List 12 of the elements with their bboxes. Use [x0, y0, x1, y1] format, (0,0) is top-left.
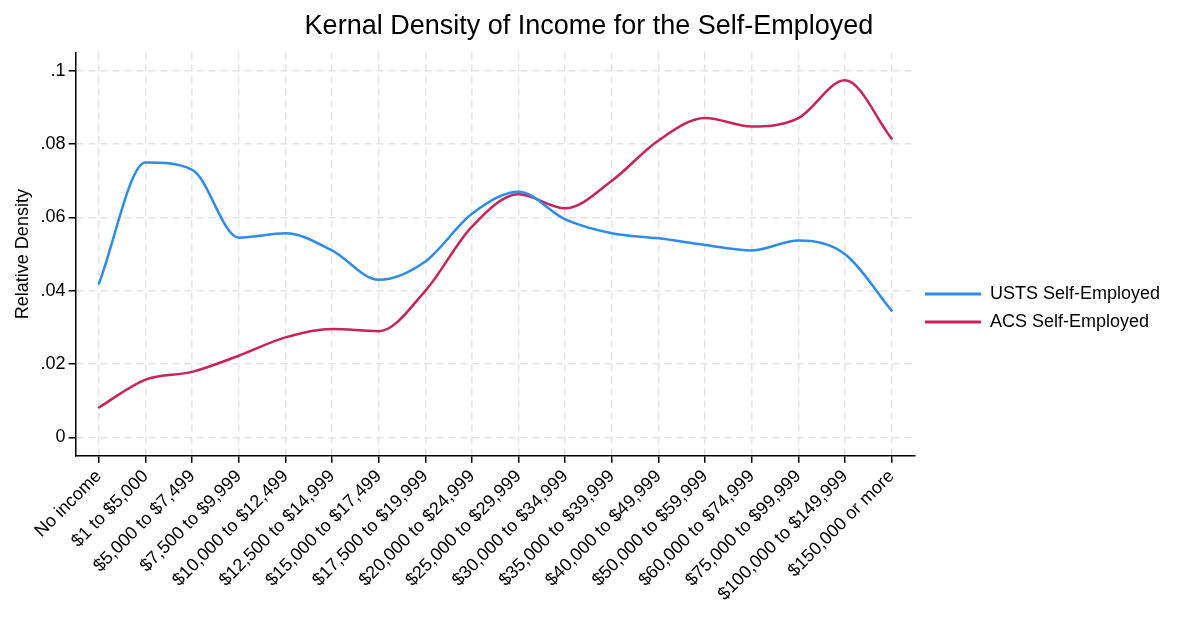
line-series — [97, 161, 893, 312]
legend-label: ACS Self-Employed — [989, 310, 1150, 331]
y-tick-label: 0 — [55, 426, 66, 447]
y-tick-label: .04 — [40, 279, 66, 300]
legend-label: USTS Self-Employed — [989, 282, 1160, 303]
y-tick-label: .08 — [40, 133, 66, 154]
chart-title: Kernal Density of Income for the Self-Employed — [304, 9, 874, 40]
line-series — [97, 79, 893, 409]
y-tick-label: .1 — [50, 59, 66, 80]
y-tick-label: .06 — [40, 206, 66, 227]
y-tick-label: .02 — [40, 353, 66, 374]
y-axis-title: Relative Density — [11, 189, 32, 320]
